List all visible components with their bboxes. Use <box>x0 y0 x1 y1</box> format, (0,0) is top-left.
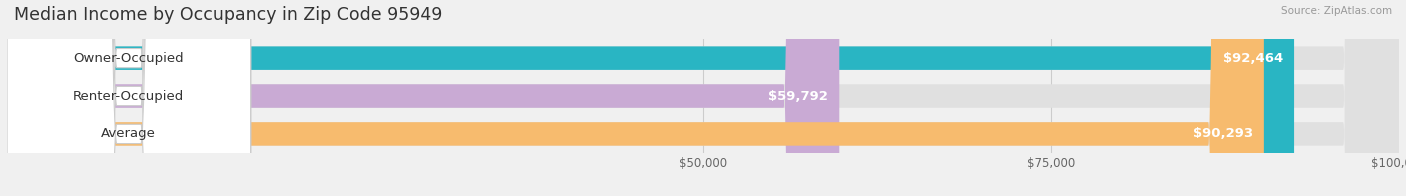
FancyBboxPatch shape <box>7 0 1294 196</box>
Text: Source: ZipAtlas.com: Source: ZipAtlas.com <box>1281 6 1392 16</box>
Text: Average: Average <box>101 127 156 140</box>
FancyBboxPatch shape <box>7 0 250 196</box>
Text: $92,464: $92,464 <box>1223 52 1282 65</box>
Text: $90,293: $90,293 <box>1192 127 1253 140</box>
Text: Owner-Occupied: Owner-Occupied <box>73 52 184 65</box>
FancyBboxPatch shape <box>7 0 839 196</box>
Text: Median Income by Occupancy in Zip Code 95949: Median Income by Occupancy in Zip Code 9… <box>14 6 443 24</box>
FancyBboxPatch shape <box>7 0 1399 196</box>
FancyBboxPatch shape <box>7 0 1264 196</box>
FancyBboxPatch shape <box>7 0 250 196</box>
FancyBboxPatch shape <box>7 0 1399 196</box>
Text: $59,792: $59,792 <box>768 90 828 103</box>
Text: Renter-Occupied: Renter-Occupied <box>73 90 184 103</box>
FancyBboxPatch shape <box>7 0 250 196</box>
FancyBboxPatch shape <box>7 0 1399 196</box>
